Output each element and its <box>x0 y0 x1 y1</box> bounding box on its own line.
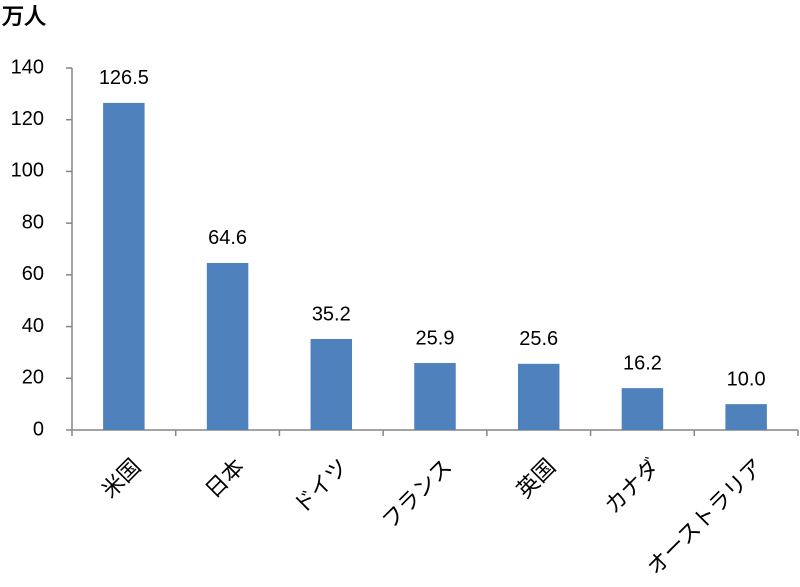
data-label: 35.2 <box>312 303 351 325</box>
x-tick-label: 英国 <box>512 454 561 503</box>
x-tick-label: 米国 <box>97 454 146 503</box>
y-tick-label: 0 <box>33 418 44 440</box>
y-tick-label: 100 <box>11 160 44 182</box>
bar <box>310 338 353 430</box>
data-label: 64.6 <box>208 227 247 249</box>
y-tick-label: 120 <box>11 108 44 130</box>
data-label: 25.9 <box>416 327 455 349</box>
bar <box>103 102 145 431</box>
bar <box>725 404 767 430</box>
data-label: 126.5 <box>99 67 149 89</box>
y-axis-label: 万人 <box>1 4 46 29</box>
x-tick-label: 日本 <box>200 454 249 503</box>
y-tick-label: 60 <box>22 263 44 285</box>
data-label: 25.6 <box>519 328 558 350</box>
x-tick-label: カナダ <box>600 454 664 518</box>
bar <box>414 363 456 430</box>
x-tick-label: フランス <box>377 454 457 534</box>
y-tick-label: 20 <box>22 367 44 389</box>
data-label: 16.2 <box>623 352 662 374</box>
y-tick-label: 140 <box>11 56 44 78</box>
y-tick-label: 80 <box>22 211 44 233</box>
x-tick-label: ドイツ <box>289 454 353 518</box>
data-label: 10.0 <box>727 368 766 390</box>
y-tick-label: 40 <box>22 315 44 337</box>
bar <box>517 363 560 430</box>
bar <box>621 388 664 430</box>
bar <box>206 262 249 430</box>
